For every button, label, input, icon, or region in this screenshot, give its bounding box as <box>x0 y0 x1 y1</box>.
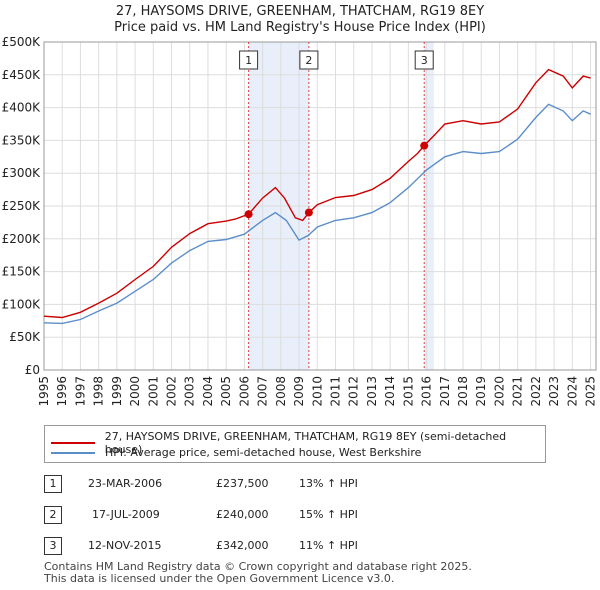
transaction-hpi: 15% ↑ HPI <box>299 508 358 521</box>
legend-item-hpi: HPI: Average price, semi-detached house,… <box>51 446 421 459</box>
x-tick-label: 2023 <box>547 376 561 407</box>
x-tick-label: 1999 <box>110 376 124 407</box>
transaction-date: 12-NOV-2015 <box>88 539 162 552</box>
x-tick-label: 1996 <box>55 376 69 407</box>
x-tick-label: 2013 <box>365 376 379 407</box>
x-tick-label: 2007 <box>256 376 270 407</box>
transaction-number: 1 <box>44 475 62 493</box>
transaction-price: £240,000 <box>216 508 269 521</box>
chart-legend: 27, HAYSOMS DRIVE, GREENHAM, THATCHAM, R… <box>44 425 546 463</box>
x-tick-label: 2021 <box>511 376 525 407</box>
legend-label-property: 27, HAYSOMS DRIVE, GREENHAM, THATCHAM, R… <box>104 430 507 456</box>
y-tick-label: £150K <box>2 265 42 279</box>
legend-swatch-hpi <box>51 451 95 454</box>
y-tick-label: £350K <box>2 133 42 147</box>
y-tick-label: £500K <box>2 35 42 49</box>
y-tick-label: £50K <box>9 330 41 344</box>
plot-area-border <box>43 41 597 371</box>
y-tick-label: £0 <box>25 363 40 377</box>
x-tick-label: 2000 <box>128 376 142 407</box>
y-tick-label: £250K <box>2 199 42 213</box>
legend-item-property: 27, HAYSOMS DRIVE, GREENHAM, THATCHAM, R… <box>51 430 545 456</box>
sale-number-box <box>414 50 434 70</box>
x-tick-label: 2005 <box>219 376 233 407</box>
x-tick-label: 2002 <box>165 376 179 407</box>
transaction-price: £342,000 <box>216 539 269 552</box>
footer-licence: This data is licensed under the Open Gov… <box>44 572 395 585</box>
footer-copyright: Contains HM Land Registry data © Crown c… <box>44 560 472 573</box>
x-tick-label: 2008 <box>274 376 288 407</box>
transaction-price: £237,500 <box>216 477 269 490</box>
x-tick-label: 2020 <box>492 376 506 407</box>
y-tick-label: £450K <box>2 68 42 82</box>
x-tick-label: 2012 <box>347 376 361 407</box>
x-tick-label: 2019 <box>474 376 488 407</box>
sale-point <box>420 141 429 150</box>
transaction-date: 17-JUL-2009 <box>92 508 160 521</box>
x-tick-label: 2010 <box>310 376 324 407</box>
x-tick-label: 2016 <box>420 376 434 407</box>
chart-subtitle: Price paid vs. HM Land Registry's House … <box>114 20 486 35</box>
transaction-number: 3 <box>44 537 62 555</box>
price-chart: £0 £50K £100K £150K £200K £250K £300K £350K £400… <box>2 35 598 407</box>
y-tick-label: £200K <box>2 232 42 246</box>
x-tick-label: 2004 <box>201 376 215 407</box>
transaction-hpi: 11% ↑ HPI <box>299 539 358 552</box>
x-tick-label: 2001 <box>146 376 160 407</box>
legend-swatch-property <box>51 442 95 444</box>
transaction-hpi: 13% ↑ HPI <box>299 477 358 490</box>
sale-point <box>244 210 253 219</box>
sale-number-box <box>299 50 319 70</box>
sale-number-box <box>239 50 259 70</box>
x-tick-label: 2015 <box>401 376 415 407</box>
property-price-line <box>43 68 591 319</box>
x-tick-label: 1998 <box>92 376 106 407</box>
x-tick-label: 2006 <box>237 376 251 407</box>
x-tick-label: 2003 <box>183 376 197 407</box>
x-tick-label: 2025 <box>584 376 598 407</box>
x-tick-label: 1995 <box>37 376 51 407</box>
x-tick-label: 2009 <box>292 376 306 407</box>
x-tick-label: 2017 <box>438 376 452 407</box>
y-tick-label: £300K <box>2 166 42 180</box>
hpi-line <box>43 103 591 325</box>
chart-title: 27, HAYSOMS DRIVE, GREENHAM, THATCHAM, R… <box>115 4 485 19</box>
sale-number-label: 1 <box>245 54 252 67</box>
sale-point <box>304 208 313 217</box>
transaction-date: 23-MAR-2006 <box>88 477 163 490</box>
x-tick-label: 2024 <box>565 376 579 407</box>
x-tick-label: 2022 <box>529 376 543 407</box>
legend-label-hpi: HPI: Average price, semi-detached house,… <box>105 446 422 459</box>
x-tick-label: 2018 <box>456 376 470 407</box>
x-tick-label: 1997 <box>73 376 87 407</box>
y-tick-label: £400K <box>2 101 42 115</box>
x-tick-label: 2011 <box>328 376 342 407</box>
transaction-number: 2 <box>44 506 62 524</box>
sale-number-label: 3 <box>421 54 428 67</box>
y-tick-label: £100K <box>2 297 42 311</box>
sale-number-label: 2 <box>305 54 312 67</box>
x-tick-label: 2014 <box>383 376 397 407</box>
